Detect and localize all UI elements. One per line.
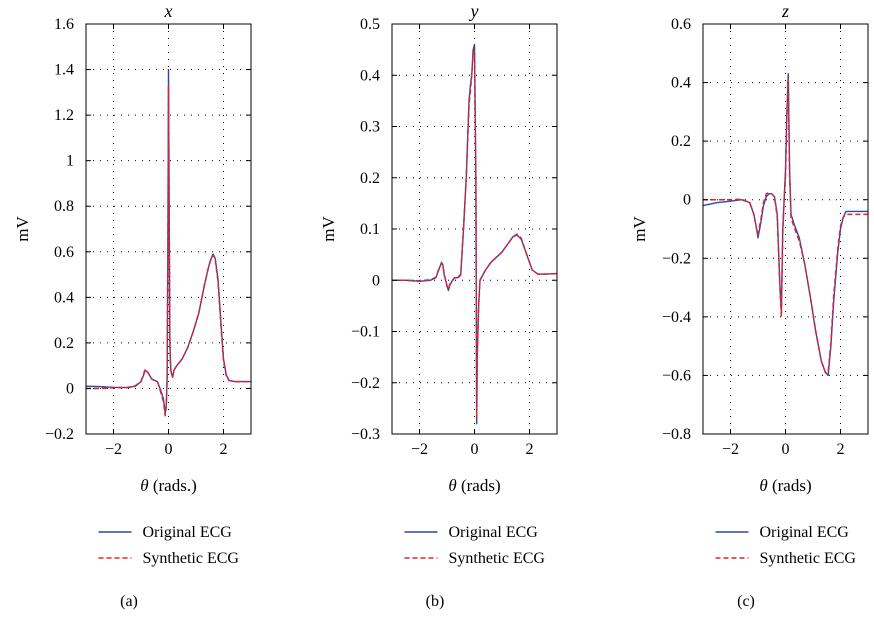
x-tick-label: 0	[165, 441, 173, 458]
panel-label: (b)	[426, 593, 445, 610]
legend-synthetic-label: Synthetic ECG	[143, 550, 240, 567]
y-tick-label: 0.4	[54, 289, 74, 306]
legend-original-label: Original ECG	[760, 524, 850, 541]
x-axis-label: θ (rads.)	[140, 476, 197, 495]
chart-panel-b: −2 0 2 −0.3 −0.2 −0.1 0 0.1 0.2 0.3 0.4 0.5 y θ (rads…	[319, 1, 558, 610]
chart-panel-a: −2 0 2 −0.2 0 0.2 0.4 0.6 0.8 1 1.2 1.4 1.6 x θ (rads.…	[13, 1, 252, 610]
legend-synthetic-label: Synthetic ECG	[449, 550, 546, 567]
y-tick-label: −0.8	[662, 426, 691, 443]
panel-label: (c)	[737, 593, 755, 610]
x-tick-label: −2	[411, 441, 428, 458]
legend-original-label: Original ECG	[143, 524, 233, 541]
legend: Original ECG Synthetic ECG	[98, 524, 240, 567]
y-tick-label: −0.2	[45, 426, 74, 443]
y-tick-label: 1.4	[54, 62, 74, 79]
synthetic-ecg-line	[392, 48, 558, 420]
legend: Original ECG Synthetic ECG	[715, 524, 857, 567]
chart-title: x	[164, 1, 173, 21]
legend-synthetic-label: Synthetic ECG	[760, 550, 857, 567]
y-tick-label: −0.3	[351, 426, 380, 443]
y-tick-label: 0.6	[671, 16, 691, 33]
chart-title: y	[469, 1, 479, 21]
y-tick-label: 1.2	[54, 107, 74, 124]
y-tick-label: 0	[372, 272, 380, 289]
x-tick-label: 0	[471, 441, 479, 458]
chart-title: z	[781, 1, 789, 21]
y-tick-label: 0.2	[671, 133, 691, 150]
x-tick-label: −2	[722, 441, 739, 458]
x-tick-label: 2	[837, 441, 845, 458]
x-axis-label: θ (rads)	[448, 476, 500, 495]
y-tick-label: 0.2	[54, 335, 74, 352]
y-tick-label: 0.6	[54, 244, 74, 261]
x-tick-label: 2	[526, 441, 534, 458]
y-tick-label: −0.6	[662, 367, 691, 384]
y-tick-label: 1.6	[54, 16, 74, 33]
x-tick-label: 0	[782, 441, 790, 458]
original-ecg-line	[702, 73, 868, 377]
y-tick-label: 1	[66, 153, 74, 170]
y-tick-label: 0.1	[360, 221, 380, 238]
legend: Original ECG Synthetic ECG	[404, 524, 546, 567]
y-axis-label: mV	[319, 216, 338, 242]
legend-original-label: Original ECG	[449, 524, 539, 541]
y-axis-label: mV	[630, 216, 649, 242]
y-tick-label: 0	[66, 380, 74, 397]
y-tick-label: 0.4	[671, 75, 691, 92]
synthetic-ecg-line	[86, 84, 251, 417]
x-tick-label: 2	[220, 441, 228, 458]
y-tick-label: 0	[683, 192, 691, 209]
chart-panel-c: −2 0 2 −0.8 −0.6 −0.4 −0.2 0 0.2 0.4 0.6 z θ (rads) m…	[630, 1, 869, 610]
y-axis-label: mV	[13, 216, 32, 242]
x-tick-label: −2	[105, 441, 122, 458]
y-tick-label: 0.3	[360, 119, 380, 136]
y-tick-label: 0.4	[360, 67, 380, 84]
plot-frame	[702, 23, 869, 435]
y-tick-label: 0.5	[360, 16, 380, 33]
synthetic-ecg-line	[703, 78, 868, 374]
y-tick-label: −0.2	[351, 375, 380, 392]
y-tick-label: −0.2	[662, 250, 691, 267]
panel-label: (a)	[120, 593, 138, 610]
y-tick-label: −0.1	[351, 324, 380, 341]
y-tick-label: −0.4	[662, 309, 691, 326]
y-tick-label: 0.2	[360, 170, 380, 187]
y-tick-label: 0.8	[54, 198, 74, 215]
x-axis-label: θ (rads)	[759, 476, 811, 495]
